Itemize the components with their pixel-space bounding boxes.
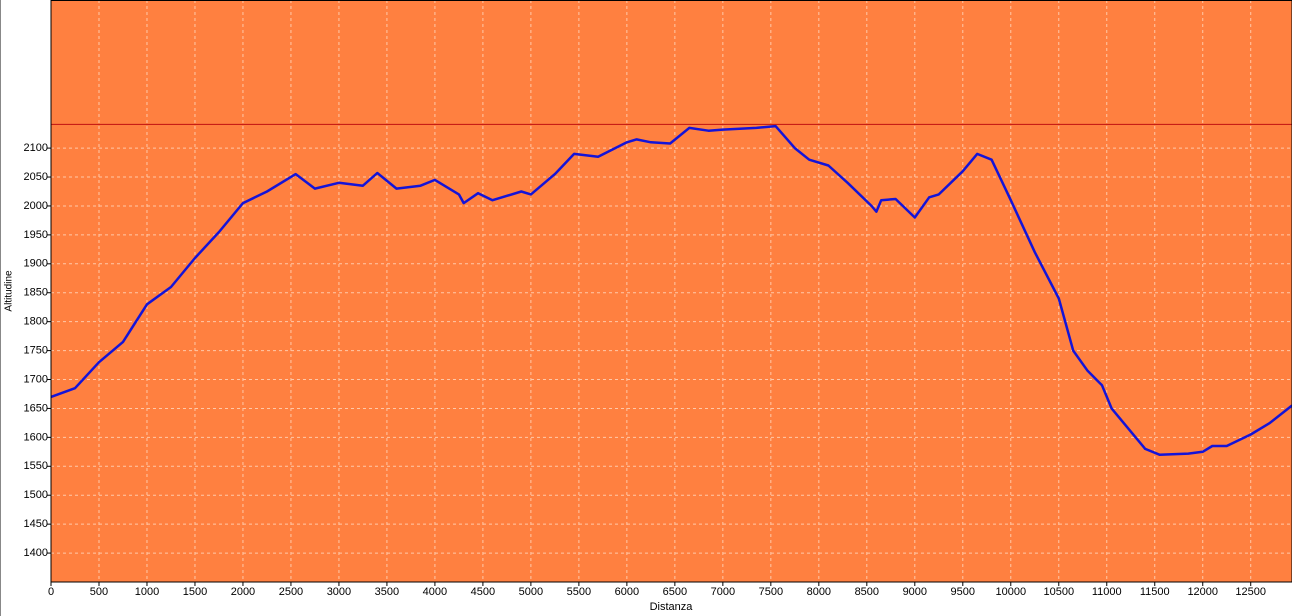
y-tick-label: 1800 <box>24 316 48 328</box>
x-tick-label: 11000 <box>1092 586 1122 598</box>
plot-border <box>50 0 1292 583</box>
y-tick-label: 2000 <box>24 200 48 212</box>
x-tick-label: 1500 <box>183 586 207 598</box>
x-tick-label: 12000 <box>1187 586 1218 598</box>
x-tick-label: 0 <box>48 586 54 598</box>
y-tick-label: 1900 <box>24 258 48 270</box>
y-tick-label: 1400 <box>24 547 48 559</box>
x-tick-label: 5000 <box>519 586 543 598</box>
x-tick-label: 2500 <box>279 586 303 598</box>
y-tick-label: 1450 <box>24 518 48 530</box>
x-tick-label: 12500 <box>1235 586 1266 598</box>
x-tick-label: 8000 <box>807 586 831 598</box>
y-tick-label: 1500 <box>24 489 48 501</box>
x-tick-label: 6000 <box>615 586 639 598</box>
x-tick-label: 6500 <box>663 586 687 598</box>
y-axis-label: Altitudine <box>4 270 15 312</box>
x-tick-label: 10500 <box>1043 586 1074 598</box>
y-tick-label: 2050 <box>24 171 48 183</box>
x-tick-label: 10000 <box>995 586 1026 598</box>
y-tick-label: 1750 <box>24 344 48 356</box>
y-tick-label: 1950 <box>24 229 48 241</box>
x-tick-label: 7000 <box>711 586 735 598</box>
x-tick-label: 11500 <box>1140 586 1170 598</box>
x-tick-label: 5500 <box>567 586 591 598</box>
x-tick-label: 3000 <box>327 586 351 598</box>
y-tick-label: 1700 <box>24 373 48 385</box>
x-axis-label: Distanza <box>650 601 694 613</box>
x-tick-label: 4500 <box>471 586 495 598</box>
y-tick-label: 1850 <box>24 287 48 299</box>
y-tick-label: 1650 <box>24 402 48 414</box>
x-tick-label: 1000 <box>135 586 159 598</box>
x-tick-label: 8500 <box>855 586 879 598</box>
x-tick-label: 2000 <box>231 586 255 598</box>
y-tick-label: 1550 <box>24 460 48 472</box>
elevation-line <box>50 124 1292 456</box>
y-tick-label: 1600 <box>24 431 48 443</box>
x-tick-label: 4000 <box>423 586 447 598</box>
x-tick-label: 3500 <box>375 586 399 598</box>
y-tick-label: 2100 <box>24 142 48 154</box>
plot-background <box>50 0 1292 583</box>
x-tick-label: 9500 <box>951 586 975 598</box>
x-tick-label: 500 <box>90 586 108 598</box>
x-tick-label: 9000 <box>903 586 927 598</box>
x-tick-label: 7500 <box>759 586 783 598</box>
